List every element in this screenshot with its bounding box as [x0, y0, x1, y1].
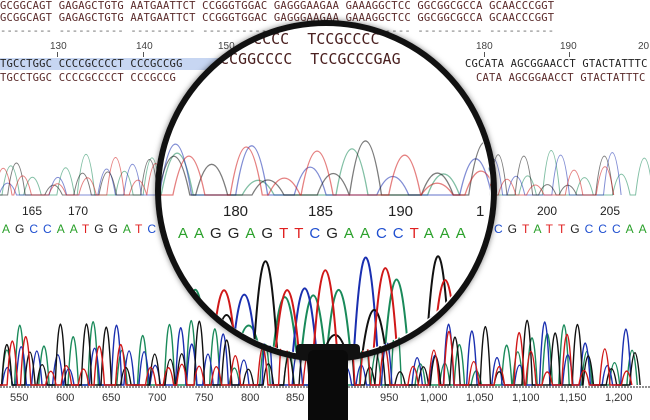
sequence-row-3-right: CGCATA AGCGGAACCT GTACTATTTC	[465, 58, 648, 70]
base-calls-left: AGCCAATGGATC	[2, 222, 161, 236]
base-call-A: A	[56, 222, 70, 236]
base-call-T: T	[135, 222, 148, 236]
axis-tick-label: 600	[56, 392, 75, 404]
ruler-label: 130	[50, 41, 67, 52]
base-call-G: G	[507, 222, 523, 236]
base-call-C: C	[29, 222, 44, 236]
axis-tick-label: 1,200	[605, 392, 633, 404]
magnifying-glass-rim	[155, 20, 497, 362]
base-call-C: C	[494, 222, 508, 236]
axis-tick-label: 550	[10, 392, 29, 404]
base-position: 170	[68, 204, 89, 218]
ruler-label: 190	[560, 41, 577, 52]
base-call-C: C	[147, 222, 162, 236]
base-call-A: A	[2, 222, 16, 236]
sequence-row-4-right: CATA AGCGGAACCT GTACTATTTC	[476, 72, 646, 84]
base-call-C: C	[611, 222, 626, 236]
axis-tick-label: 700	[148, 392, 167, 404]
ruler-label: 150	[218, 41, 235, 52]
base-call-A: A	[69, 222, 82, 236]
axis-tick-label: 650	[102, 392, 121, 404]
base-call-A: A	[625, 222, 639, 236]
axis-tick-label: 800	[241, 392, 260, 404]
base-call-T: T	[557, 222, 571, 236]
ruler-label: 140	[136, 41, 153, 52]
axis-tick-label: 750	[195, 392, 214, 404]
base-position: 165	[22, 204, 43, 218]
base-call-T: T	[545, 222, 558, 236]
ruler-label: 20	[638, 41, 650, 52]
base-call-G: G	[108, 222, 123, 236]
axis-tick-label: 950	[380, 392, 399, 404]
sequence-row-3: TGCCTGGC CCCCGCCCCT CCCGCCGG	[0, 58, 183, 70]
ruler-label: 180	[476, 41, 493, 52]
base-call-A: A	[638, 222, 650, 236]
axis-tick-label: 1,100	[512, 392, 540, 404]
sequence-row-1: GCGGCAGT GAGAGCTGTG AATGAATTCT CCGGGTGGA…	[0, 0, 555, 12]
axis-tick-label: 1,150	[559, 392, 587, 404]
base-call-T: T	[522, 222, 534, 236]
base-call-G: G	[94, 222, 109, 236]
base-call-T: T	[81, 222, 95, 236]
magnifying-glass-handle	[308, 350, 348, 420]
base-call-C: C	[584, 222, 599, 236]
base-calls-right: CGTATTGCCCAA	[494, 222, 650, 236]
base-call-A: A	[122, 222, 135, 236]
selected-sequence-highlight	[0, 58, 232, 70]
sequence-row-4: TGCCTGGC CCCCGCCCCT CCCGCCG	[0, 72, 177, 84]
base-position: 205	[600, 204, 621, 218]
base-call-G: G	[15, 222, 30, 236]
base-call-C: C	[598, 222, 612, 236]
base-position: 200	[537, 204, 558, 218]
base-call-A: A	[533, 222, 546, 236]
axis-tick-label: 1,000	[420, 392, 448, 404]
axis-tick-label: 1,050	[466, 392, 494, 404]
axis-tick-label: 850	[286, 392, 305, 404]
base-call-C: C	[43, 222, 57, 236]
base-call-G: G	[570, 222, 585, 236]
